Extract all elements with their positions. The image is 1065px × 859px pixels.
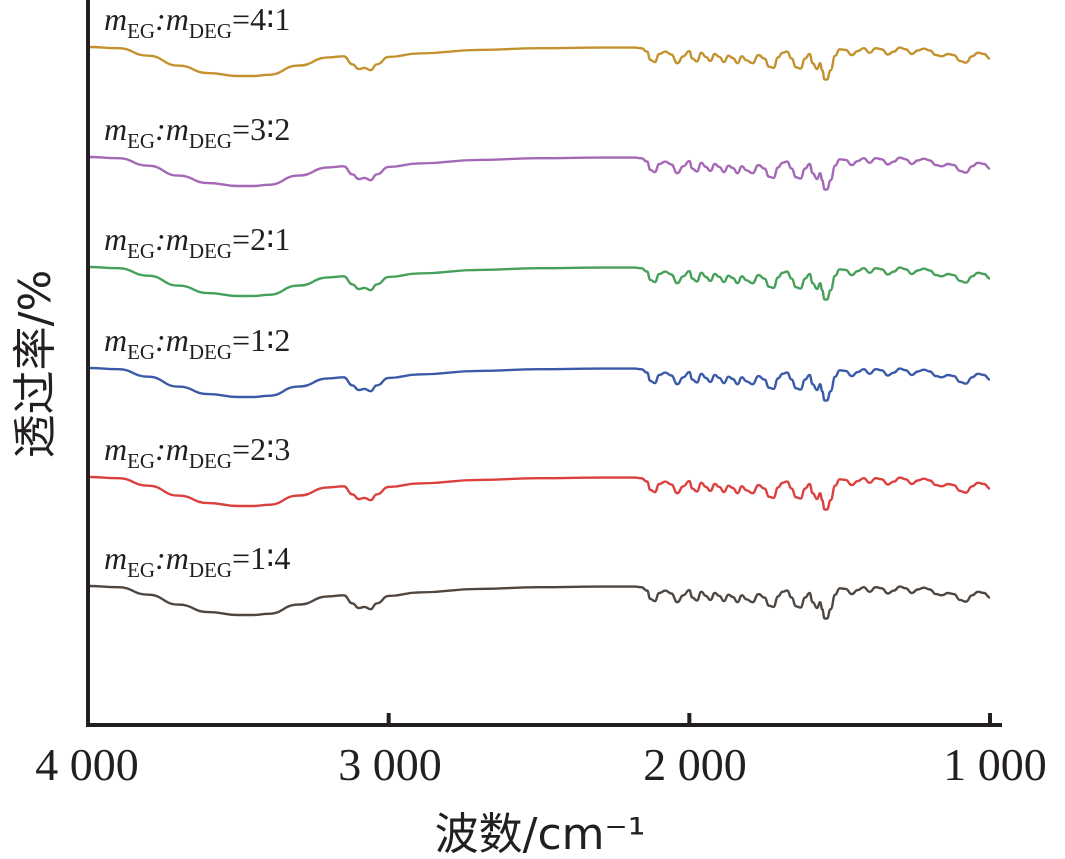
y-axis-title: 透过率/% xyxy=(10,270,61,459)
series-layer xyxy=(87,45,991,620)
x-tick-layer: 4 000 3 000 2 000 1 000 xyxy=(35,713,1047,790)
x-tick-label-1000: 1 000 xyxy=(943,739,1047,790)
series-line-2 xyxy=(87,155,991,191)
x-tick-label-4000: 4 000 xyxy=(35,739,139,790)
series-label-5: mEG:mDEG=2∶3 xyxy=(104,431,290,473)
series-label-4: mEG:mDEG=1∶2 xyxy=(104,322,290,364)
series-label-2: mEG:mDEG=3∶2 xyxy=(104,111,290,153)
x-tick-label-2000: 2 000 xyxy=(643,739,747,790)
series-line-1 xyxy=(87,45,991,81)
series-label-layer: mEG:mDEG=4∶1 mEG:mDEG=3∶2 mEG:mDEG=2∶1 mEG:… xyxy=(104,1,290,582)
series-line-4 xyxy=(87,366,991,402)
axes xyxy=(86,0,1002,727)
series-line-3 xyxy=(87,265,991,301)
series-label-6: mEG:mDEG=1∶4 xyxy=(104,540,290,582)
series-label-1: mEG:mDEG=4∶1 xyxy=(104,1,290,43)
series-line-6 xyxy=(87,584,991,620)
x-tick-label-3000: 3 000 xyxy=(338,739,442,790)
series-label-3: mEG:mDEG=2∶1 xyxy=(104,221,290,263)
series-line-5 xyxy=(87,475,991,511)
x-axis-title: 波数/cm⁻¹ xyxy=(435,809,646,859)
